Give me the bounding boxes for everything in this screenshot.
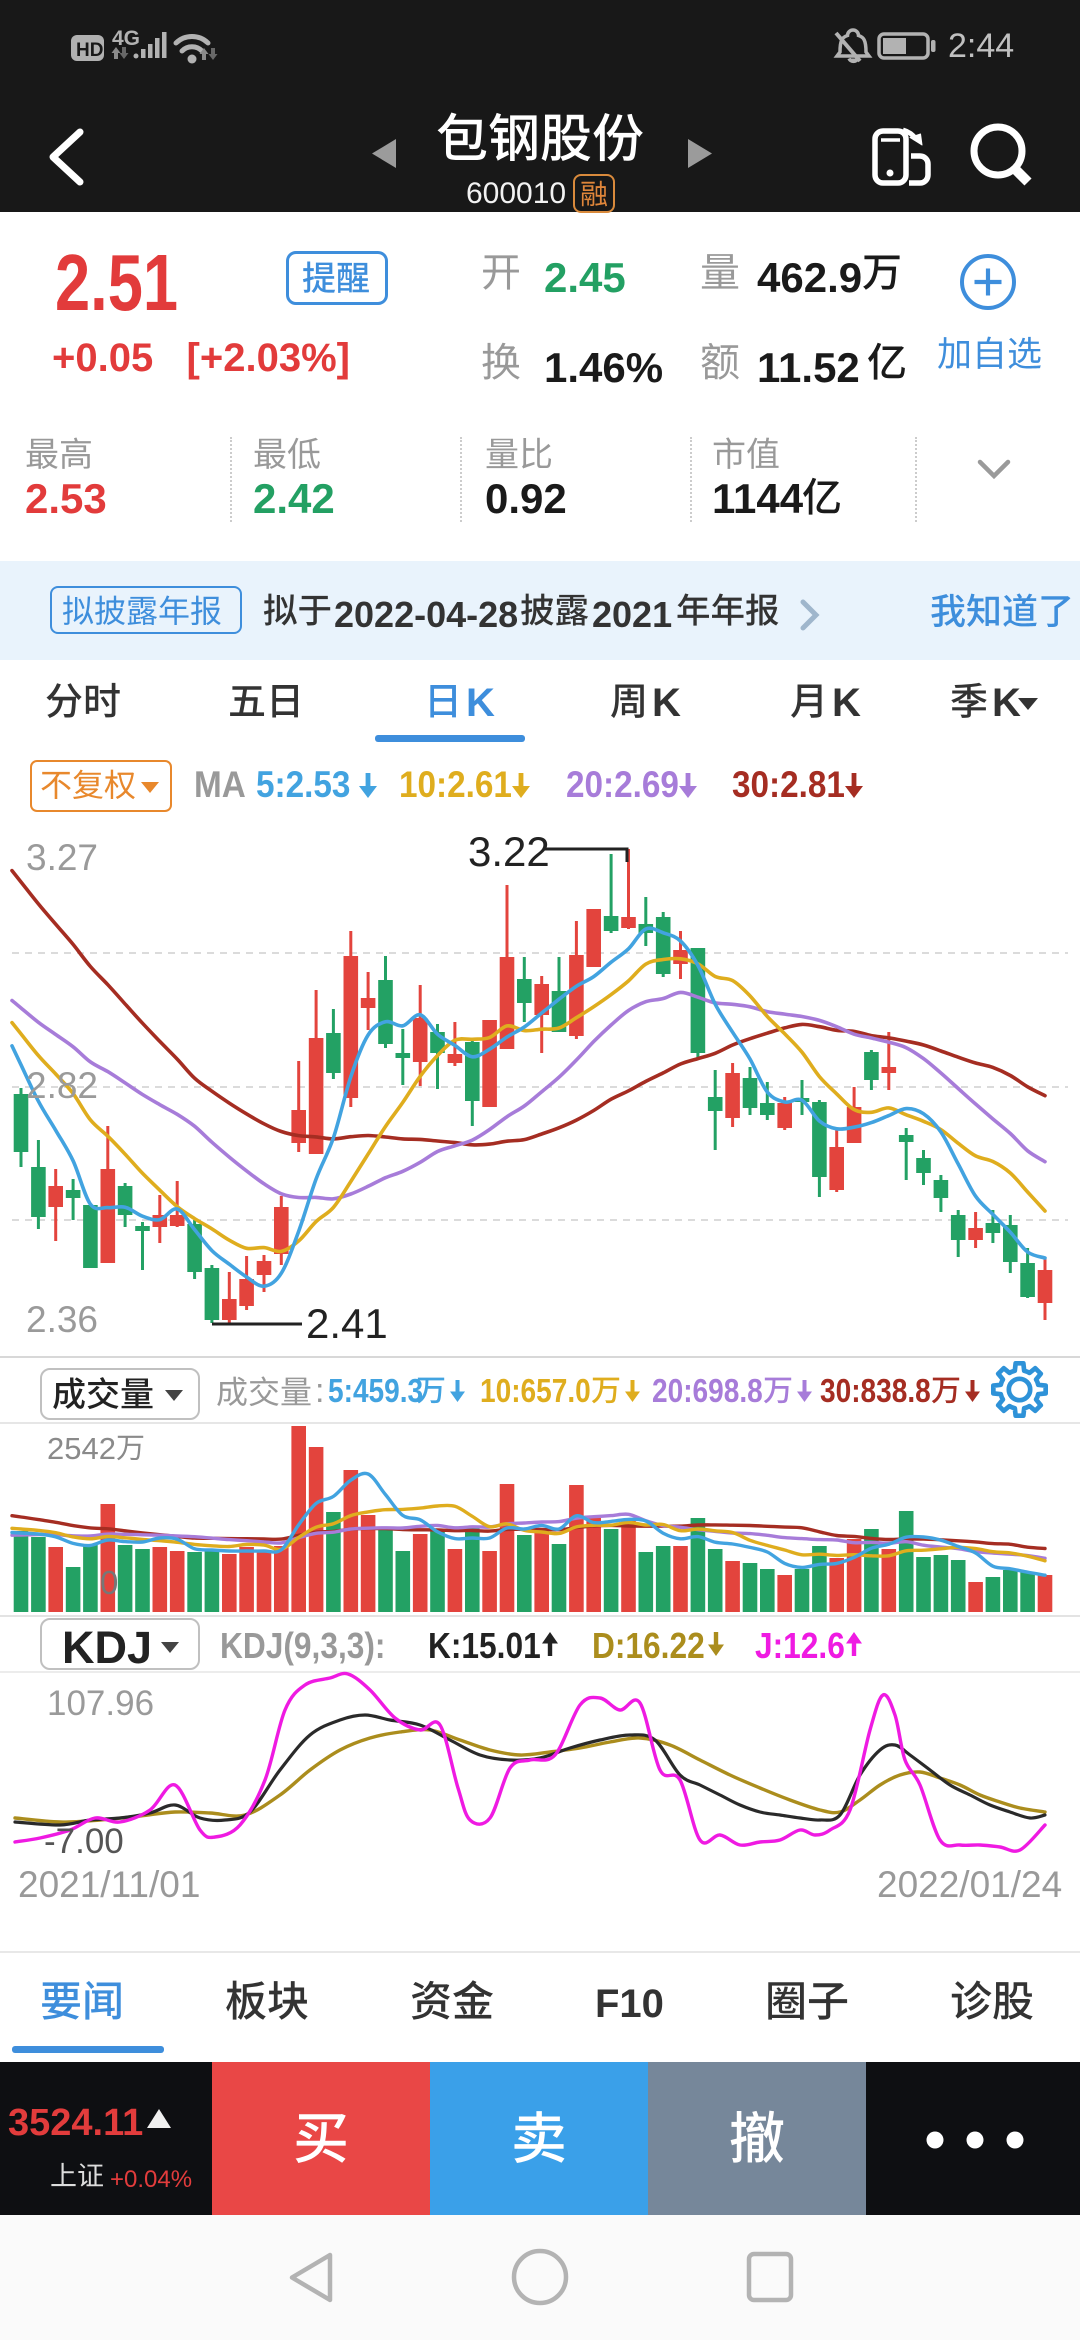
svg-text:4G: 4G	[112, 27, 140, 50]
svg-text:2.36: 2.36	[26, 1299, 98, 1340]
svg-text:2542: 2542	[47, 1431, 116, 1466]
svg-text:2:44: 2:44	[948, 27, 1014, 65]
svg-text:3.27: 3.27	[26, 837, 98, 878]
svg-text:2.82: 2.82	[26, 1065, 98, 1106]
svg-text:2.41: 2.41	[306, 1300, 388, 1347]
svg-text:HD: HD	[76, 40, 103, 61]
svg-text:3.22: 3.22	[468, 830, 550, 875]
